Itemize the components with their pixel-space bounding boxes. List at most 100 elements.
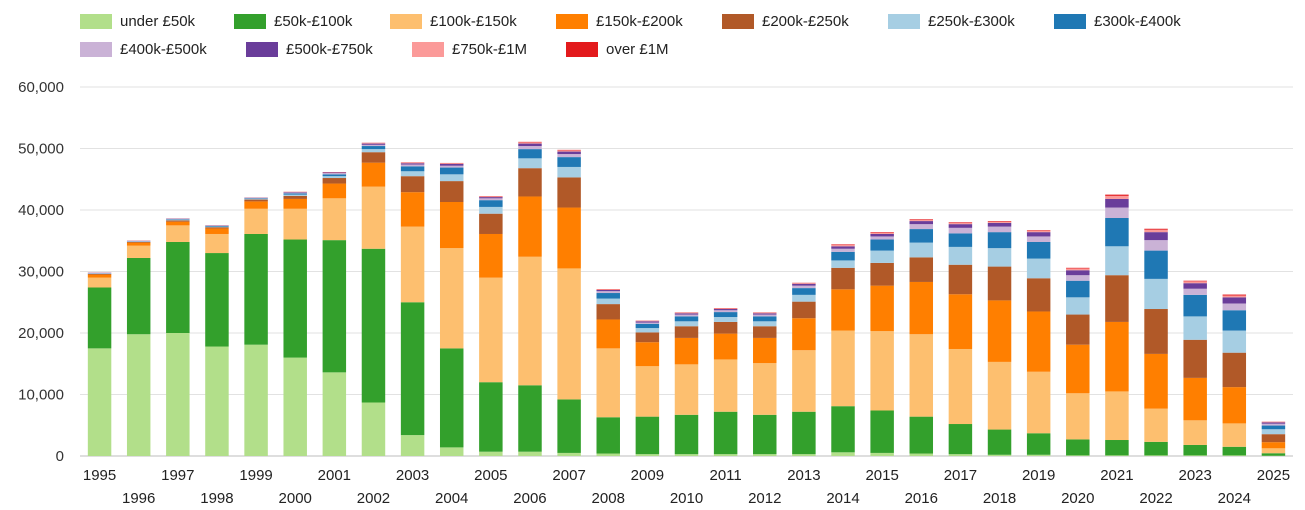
- bar-segment: [1183, 288, 1207, 295]
- bar-segment: [909, 416, 934, 454]
- bar-segment: [1261, 442, 1286, 449]
- bar-segment: [987, 361, 1012, 430]
- bar-segment: [870, 331, 894, 411]
- bar-segment: [322, 178, 347, 184]
- bar-segment: [1222, 387, 1247, 424]
- legend-label: £500k-£750k: [286, 40, 373, 58]
- legend-item: £750k-£1M: [412, 39, 527, 59]
- x-tick-label: 2015: [865, 467, 898, 484]
- bar-segment: [909, 453, 934, 456]
- bar-segment: [479, 277, 503, 383]
- legend-item: £400k-£500k: [80, 39, 207, 59]
- bar-segment: [1183, 280, 1207, 282]
- x-tick-label: 2012: [748, 490, 781, 507]
- bar-segment: [948, 294, 973, 349]
- bar-segment: [948, 424, 973, 455]
- bar-segment: [205, 253, 229, 347]
- bar-segment: [1066, 270, 1090, 276]
- bar-segment: [1066, 297, 1090, 315]
- bar-segment: [361, 146, 386, 150]
- bar-segment: [1183, 316, 1207, 340]
- bar-segment: [635, 366, 660, 417]
- bar-segment: [596, 417, 620, 454]
- bar-segment: [126, 334, 151, 456]
- legend-swatch: [566, 41, 598, 57]
- x-tick-label: 2007: [552, 467, 585, 484]
- legend-swatch: [80, 13, 112, 29]
- x-tick-label: 2008: [592, 490, 625, 507]
- bar-segment: [948, 246, 973, 265]
- bar-segment: [596, 289, 620, 292]
- bar-segment: [1066, 267, 1090, 269]
- bar-segment: [635, 454, 660, 456]
- bar-segment: [126, 242, 151, 246]
- bar-segment: [479, 198, 503, 201]
- x-tick-label: 2001: [318, 467, 351, 484]
- bar-segment: [831, 244, 855, 246]
- bar-segment: [283, 192, 307, 194]
- bar-segment: [283, 198, 307, 209]
- y-tick-label: 30,000: [18, 264, 64, 281]
- x-tick-label: 2017: [944, 467, 977, 484]
- bar-segment: [596, 291, 620, 294]
- bar-segment: [753, 314, 777, 317]
- bar-segment: [635, 332, 660, 343]
- bar-segment: [1183, 420, 1207, 445]
- x-tick-label: 2018: [983, 490, 1016, 507]
- bar-segment: [948, 348, 973, 425]
- bar-segment: [283, 239, 307, 358]
- bar-segment: [244, 233, 268, 345]
- bar-segment: [792, 294, 816, 302]
- bar-segment: [1183, 377, 1207, 421]
- legend-label: £400k-£500k: [120, 40, 207, 58]
- bar-segment: [753, 326, 777, 338]
- bar-segment: [635, 328, 660, 333]
- bar-segment: [1183, 455, 1207, 456]
- legend-swatch: [80, 41, 112, 57]
- bar-segment: [870, 285, 894, 332]
- bar-segment: [322, 240, 347, 373]
- bar-segment: [400, 171, 425, 177]
- bar-segment: [479, 200, 503, 207]
- bar-segment: [557, 154, 581, 158]
- bar-segment: [674, 314, 699, 317]
- bar-segment: [909, 281, 934, 335]
- legend-label: £150k-£200k: [596, 12, 683, 30]
- bar-segment: [205, 233, 229, 254]
- legend-item: over £1M: [566, 39, 669, 59]
- x-tick-label: 2002: [357, 490, 390, 507]
- x-tick-label: 2025: [1257, 467, 1290, 484]
- bar-segment: [987, 248, 1012, 267]
- x-tick-label: 2023: [1178, 467, 1211, 484]
- bar-segment: [361, 143, 386, 145]
- legend-label: over £1M: [606, 40, 669, 58]
- bar-segment: [1105, 440, 1129, 456]
- bar-segment: [1261, 453, 1286, 456]
- bar-segment: [1222, 303, 1247, 311]
- bar-segment: [1222, 295, 1247, 298]
- legend-label: £200k-£250k: [762, 12, 849, 30]
- bar-segment: [792, 350, 816, 412]
- bar-segment: [1066, 275, 1090, 281]
- legend-swatch: [246, 41, 278, 57]
- bar-segment: [439, 163, 464, 164]
- bar-segment: [831, 248, 855, 252]
- x-tick-label: 2010: [670, 490, 703, 507]
- bar-segment: [596, 453, 620, 456]
- bar-segment: [870, 236, 894, 240]
- bar-segment: [166, 220, 190, 222]
- bar-segment: [557, 268, 581, 400]
- bar-segment: [987, 266, 1012, 301]
- bar-segment: [518, 451, 542, 456]
- bar-segment: [1144, 353, 1168, 409]
- bar-segment: [987, 222, 1012, 227]
- bar-segment: [987, 221, 1012, 223]
- bar-segment: [518, 196, 542, 257]
- y-tick-label: 50,000: [18, 141, 64, 158]
- y-tick-label: 0: [56, 448, 64, 465]
- bar-segment: [205, 346, 229, 456]
- bar-segment: [87, 273, 112, 275]
- legend-label: £50k-£100k: [274, 12, 353, 30]
- x-tick-label: 2009: [631, 467, 664, 484]
